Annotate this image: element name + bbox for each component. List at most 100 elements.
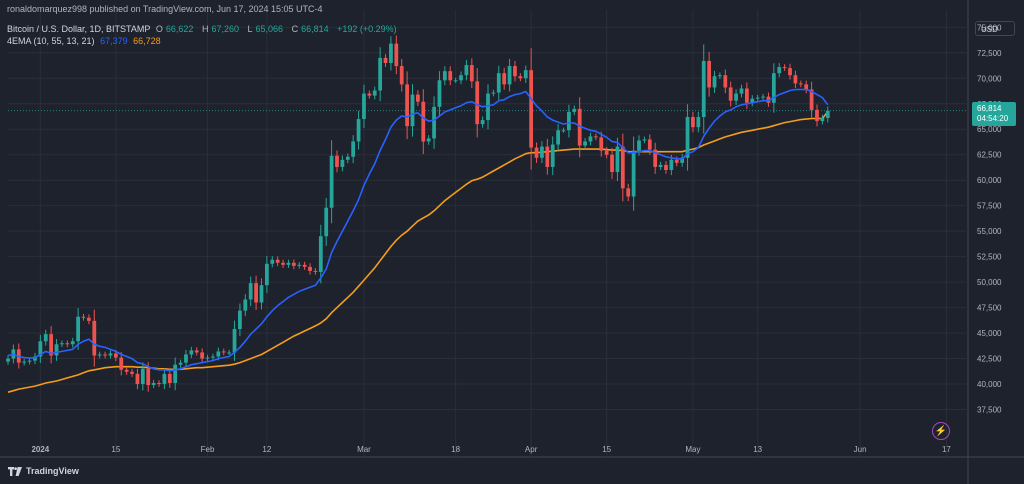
ohlc-open: O 66,622 <box>155 24 194 34</box>
candle-body <box>680 157 685 163</box>
candle-body <box>124 369 129 372</box>
time-tick-label: 2024 <box>31 445 49 454</box>
candle-body <box>480 120 485 125</box>
candle-body <box>728 87 733 101</box>
time-tick-label: Jun <box>854 445 867 454</box>
candle-body <box>345 156 350 160</box>
candle-body <box>22 361 27 363</box>
candle-body <box>92 320 97 356</box>
time-axis[interactable]: 2024 15 Feb 12 Mar 18 Apr 15 May 13 Jun 17 <box>31 445 951 454</box>
candle-body <box>475 81 480 125</box>
candle-body <box>426 138 431 142</box>
candle-body <box>248 283 253 300</box>
candle-body <box>664 164 668 171</box>
candle-body <box>70 341 75 345</box>
candle-body <box>81 316 86 318</box>
time-tick-label: 17 <box>942 445 951 454</box>
candle-body <box>550 144 555 167</box>
candle-body <box>167 373 172 384</box>
candle-body <box>674 159 679 163</box>
price-tick-label: 40,000 <box>977 380 1002 389</box>
candles <box>6 35 830 392</box>
candle-body <box>140 368 145 385</box>
candle-body <box>545 146 550 167</box>
ema-label: 4EMA (10, 55, 13, 21) <box>7 36 95 46</box>
price-tick-label: 47,500 <box>977 304 1002 313</box>
candle-body <box>184 354 188 363</box>
candle-body <box>173 364 178 384</box>
ema-fast-value: 67,379 <box>100 36 128 46</box>
footer-brand[interactable]: TradingView <box>8 466 79 476</box>
ohlc-low: L 65,066 <box>247 24 284 34</box>
candle-body <box>583 141 587 146</box>
symbol-legend[interactable]: Bitcoin / U.S. Dollar, 1D, BITSTAMP O 66,… <box>7 24 400 34</box>
price-tick-label: 75,000 <box>977 23 1002 32</box>
last-price: 66,814 <box>977 103 1002 113</box>
lightning-icon[interactable]: ⚡ <box>932 422 950 440</box>
candle-body <box>335 155 339 167</box>
candle-body <box>788 68 792 76</box>
tradingview-logo-icon <box>8 466 22 476</box>
ohlc-change: +192 (+0.29%) <box>337 24 397 34</box>
candle-body <box>685 117 690 158</box>
candle-body <box>534 147 539 158</box>
candle-body <box>87 317 91 321</box>
candle-body <box>464 65 469 76</box>
candle-body <box>76 316 80 342</box>
candle-body <box>432 106 436 139</box>
price-tick-label: 60,000 <box>977 176 1002 185</box>
candle-body <box>712 76 717 88</box>
candle-body <box>378 57 383 91</box>
publisher-line: ronaldomarquez998 published on TradingVi… <box>7 4 323 14</box>
candle-body <box>718 75 722 77</box>
candle-body <box>513 66 517 77</box>
candle-body <box>610 154 614 173</box>
candle-body <box>313 270 318 272</box>
price-tick-label: 37,500 <box>977 406 1002 415</box>
candle-body <box>777 67 782 74</box>
candle-body <box>362 93 366 120</box>
candle-body <box>49 334 54 356</box>
candle-body <box>637 140 641 151</box>
candle-body <box>626 188 631 197</box>
candle-body <box>561 130 566 132</box>
candle-body <box>238 310 242 330</box>
price-tick-label: 72,500 <box>977 49 1002 58</box>
candle-body <box>739 88 744 94</box>
candle-body <box>620 146 625 189</box>
candle-body <box>367 93 372 96</box>
candle-body <box>356 119 361 142</box>
candle-body <box>221 351 226 353</box>
candle-body <box>707 60 712 88</box>
candle-body <box>318 236 323 272</box>
candle-body <box>275 259 280 263</box>
ema-slow-line <box>7 111 829 393</box>
candle-body <box>647 139 652 150</box>
candle-body <box>540 146 544 158</box>
candle-body <box>820 118 825 122</box>
currency-badge[interactable]: USD <box>975 21 1015 36</box>
candle-body <box>103 354 107 356</box>
candle-body <box>421 101 426 142</box>
candle-body <box>825 110 830 119</box>
candle-body <box>211 356 215 358</box>
price-axis[interactable]: 37,500 40,000 42,500 45,000 47,500 50,000 52,5… <box>977 23 1002 414</box>
time-tick-label: 12 <box>262 445 271 454</box>
candle-body <box>572 108 577 112</box>
candle-body <box>459 75 463 81</box>
candle-body <box>793 75 798 84</box>
candle-body <box>281 262 285 265</box>
candle-body <box>696 117 701 128</box>
candle-body <box>642 139 647 141</box>
ema-legend[interactable]: 4EMA (10, 55, 13, 21) 67,379 66,728 <box>7 36 164 46</box>
candle-body <box>809 89 814 110</box>
candle-body <box>588 136 593 142</box>
candle-body <box>135 373 140 385</box>
candle-body <box>448 71 453 81</box>
time-tick-label: 13 <box>753 445 762 454</box>
candle-body <box>270 259 275 264</box>
symbol-title: Bitcoin / U.S. Dollar, 1D, BITSTAMP <box>7 24 151 34</box>
candle-body <box>324 207 329 237</box>
